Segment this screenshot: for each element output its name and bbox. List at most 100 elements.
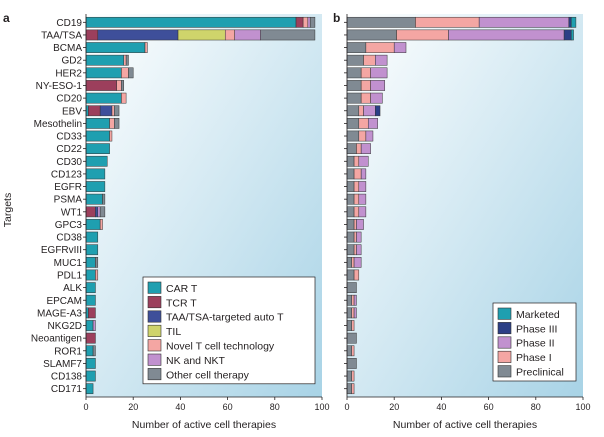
bar-b-mage-a3-preclinical	[346, 307, 352, 319]
bar-a-alk-car-t	[85, 282, 96, 293]
legend-swatch-novel-t-cell-technology	[147, 339, 162, 352]
bar-b-ebv-preclinical	[346, 105, 360, 117]
bar-a-ebv-other-cell-therapy	[114, 105, 120, 117]
bar-a-wt1-nk-and-nkt	[97, 206, 101, 218]
bar-b-muc1-preclinical	[346, 257, 352, 268]
bar-a-egfrviii-car-t	[85, 244, 99, 256]
legend-swatch-preclinical	[497, 365, 512, 378]
bar-a-cd19-car-t	[85, 16, 297, 28]
bar-b-egfrviii-preclinical	[346, 244, 355, 256]
bar-b-cd138-preclinical	[346, 370, 352, 382]
bar-b-cd19-preclinical	[346, 16, 416, 28]
bar-b-slamf7-preclinical	[346, 358, 357, 369]
x-tick-label-b-60: 60	[484, 402, 494, 412]
category-label-slamf7: SLAMF7	[43, 359, 82, 370]
bar-a-nkg2d-nk-and-nkt	[92, 320, 96, 331]
bar-b-ny-eso-1-preclinical	[346, 80, 362, 91]
bar-a-ror1-other-cell-therapy	[92, 345, 96, 357]
bar-a-cd19-tcr-t	[295, 16, 304, 28]
bar-a-wt1-taa-tsa-targeted-auto-t	[95, 206, 99, 218]
bar-b-gpc3-phase-ii	[356, 219, 364, 230]
bar-b-egfr-preclinical	[346, 181, 355, 192]
category-label-bcma: BCMA	[53, 43, 82, 54]
category-label-muc1: MUC1	[54, 258, 83, 269]
bar-a-cd22-car-t	[85, 143, 110, 155]
bar-b-wt1-preclinical	[346, 206, 355, 218]
bar-b-gd2-phase-i	[363, 54, 376, 66]
x-tick-label-b-80: 80	[531, 402, 541, 412]
bar-a-egfr-car-t	[85, 181, 106, 192]
bar-b-muc1-phase-i	[351, 257, 355, 268]
bar-b-neoantigen-preclinical	[346, 332, 357, 344]
bar-a-wt1-other-cell-therapy	[99, 206, 106, 218]
bar-b-psma-preclinical	[346, 193, 355, 205]
bar-a-slamf7-car-t	[85, 358, 96, 369]
bar-b-cd19-marketed	[570, 16, 577, 28]
bar-b-ebv-phase-ii	[363, 105, 376, 117]
bar-a-muc1-car-t	[85, 257, 96, 268]
bar-b-cd33-preclinical	[346, 130, 360, 142]
category-label-mage-a3: MAGE-A3	[37, 308, 82, 319]
bar-b-cd123-phase-ii	[360, 168, 367, 180]
category-label-taa-tsa: TAA/TSA	[41, 30, 82, 41]
bar-b-egfr-phase-i	[353, 181, 360, 192]
category-label-cd138: CD138	[51, 372, 83, 383]
category-label-egfr: EGFR	[54, 182, 82, 193]
bar-b-her2-phase-i	[360, 67, 371, 79]
legend-swatch-tcr-t	[147, 296, 162, 309]
bar-b-gd2-phase-ii	[375, 54, 388, 66]
bar-b-cd138-phase-i	[351, 370, 355, 382]
x-tick-label-a-60: 60	[223, 402, 233, 412]
bar-b-gpc3-preclinical	[346, 219, 355, 230]
bar-b-her2-phase-ii	[370, 67, 388, 79]
category-label-ebv: EBV	[62, 106, 82, 117]
category-label-cd22: CD22	[56, 144, 82, 155]
x-tick-label-a-40: 40	[175, 402, 185, 412]
bar-b-cd30-phase-ii	[358, 155, 369, 167]
category-label-nkg2d: NKG2D	[48, 321, 82, 332]
bar-b-mesothelin-preclinical	[346, 118, 360, 129]
bar-b-nkg2d-phase-i	[351, 320, 355, 331]
bar-b-cd38-phase-ii	[356, 231, 362, 243]
bar-a-pdl1-novel-t-cell-technology	[95, 269, 99, 281]
category-label-cd123: CD123	[51, 169, 83, 180]
bar-a-ny-eso-1-other-cell-therapy	[121, 80, 125, 91]
bar-a-mesothelin-other-cell-therapy	[114, 118, 120, 129]
bar-b-taa-tsa-preclinical	[346, 29, 397, 41]
legend-label-taa-tsa-targeted-auto-t: TAA/TSA-targeted auto T	[166, 312, 284, 324]
bar-a-cd19-other-cell-therapy	[309, 16, 316, 28]
x-tick-label-b-0: 0	[344, 402, 349, 412]
legend-label-nk-and-nkt: NK and NKT	[166, 355, 226, 367]
bar-a-psma-other-cell-therapy	[102, 193, 106, 205]
category-label-egfrviii: EGFRvIII	[41, 245, 82, 256]
category-label-cd38: CD38	[56, 233, 82, 244]
category-label-epcam: EPCAM	[46, 296, 82, 307]
bar-a-ebv-taa-tsa-targeted-auto-t	[99, 105, 113, 117]
bar-b-wt1-phase-ii	[358, 206, 367, 218]
bar-b-taa-tsa-marketed	[570, 29, 574, 41]
bar-b-psma-phase-i	[353, 193, 360, 205]
bar-b-cd20-phase-i	[360, 92, 371, 104]
bar-a-taa-tsa-nk-and-nkt	[234, 29, 261, 41]
bar-b-cd19-phase-iii	[568, 16, 572, 28]
panel-b-chart: 0 20 40 60 80 100	[344, 14, 591, 412]
legend-label-phase-iii: Phase III	[516, 323, 557, 335]
category-label-psma: PSMA	[54, 195, 83, 206]
legend-swatch-til	[147, 324, 162, 337]
bar-a-muc1-other-cell-therapy	[95, 257, 99, 268]
bar-a-mage-a3-tcr-t	[88, 307, 96, 319]
bar-b-wt1-phase-i	[353, 206, 360, 218]
category-label-ror1: ROR1	[54, 346, 82, 357]
category-label-cd19: CD19	[56, 18, 82, 29]
bar-a-cd30-car-t	[85, 155, 108, 167]
bar-b-cd22-preclinical	[346, 143, 357, 155]
bar-b-gd2-preclinical	[346, 54, 364, 66]
bar-a-ny-eso-1-novel-t-cell-technology	[116, 80, 122, 91]
bar-a-ebv-novel-t-cell-technology	[111, 105, 115, 117]
bar-b-her2-preclinical	[346, 67, 362, 79]
panel-a-legend: CAR T TCR T TAA/TSA-targeted auto T TIL Nove…	[142, 276, 316, 385]
bar-a-ror1-car-t	[85, 345, 94, 357]
bar-b-cd20-preclinical	[346, 92, 362, 104]
